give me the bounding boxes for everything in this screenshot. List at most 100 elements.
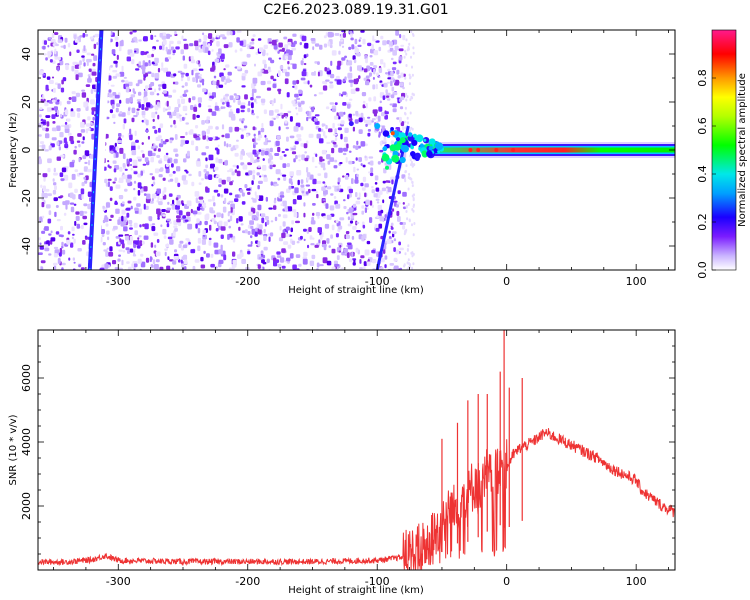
noise-speckle (140, 65, 145, 70)
noise-speckle (196, 206, 201, 211)
noise-speckle (148, 84, 152, 89)
noise-speckle (171, 205, 176, 210)
noise-speckle (388, 45, 391, 48)
noise-speckle (279, 195, 285, 198)
noise-speckle (145, 85, 149, 92)
noise-speckle (169, 221, 172, 224)
noise-speckle (110, 99, 115, 105)
noise-speckle (300, 126, 304, 131)
noise-speckle (392, 231, 397, 234)
noise-speckle (40, 260, 46, 264)
noise-speckle (303, 228, 307, 232)
noise-speckle (136, 108, 140, 111)
noise-speckle (409, 111, 412, 115)
noise-speckle (270, 161, 274, 166)
noise-speckle (315, 190, 318, 194)
noise-speckle (89, 36, 94, 40)
noise-speckle (329, 44, 333, 49)
noise-speckle (170, 124, 173, 128)
noise-speckle (158, 143, 164, 148)
noise-speckle (331, 248, 336, 254)
noise-speckle (57, 66, 60, 72)
noise-speckle (300, 77, 306, 81)
noise-speckle (178, 210, 183, 216)
noise-speckle (187, 76, 190, 82)
noise-speckle (269, 120, 274, 127)
noise-speckle (371, 189, 375, 194)
noise-speckle (284, 44, 289, 50)
noise-speckle (69, 202, 75, 205)
noise-speckle (162, 44, 165, 51)
noise-speckle (289, 253, 294, 259)
noise-speckle (286, 163, 290, 168)
noise-speckle (138, 91, 142, 96)
noise-speckle (137, 182, 142, 189)
noise-speckle (63, 174, 69, 181)
noise-speckle (291, 100, 296, 104)
noise-speckle (143, 36, 148, 42)
noise-speckle (342, 91, 347, 96)
noise-speckle (186, 211, 191, 217)
noise-speckle (353, 59, 357, 64)
noise-speckle (160, 167, 164, 172)
noise-speckle (256, 115, 259, 119)
noise-speckle (297, 179, 300, 186)
noise-speckle (285, 233, 290, 238)
noise-speckle (292, 199, 297, 205)
noise-speckle (265, 216, 269, 221)
noise-speckle (174, 177, 179, 184)
noise-speckle (296, 170, 302, 176)
noise-speckle (314, 244, 319, 248)
noise-speckle (279, 65, 284, 70)
noise-speckle (47, 218, 52, 224)
noise-speckle (136, 245, 141, 249)
noise-speckle (199, 199, 204, 204)
noise-speckle (383, 82, 388, 88)
colorbar-gradient (712, 30, 736, 270)
noise-speckle (115, 208, 120, 214)
noise-speckle (55, 231, 60, 235)
noise-speckle (119, 238, 122, 243)
signal-onset-blob (399, 137, 406, 144)
colorbar-tick-label: 0.8 (696, 69, 709, 87)
noise-speckle (219, 53, 225, 60)
noise-speckle (205, 164, 209, 169)
figure-title: C2E6.2023.089.19.31.G01 (263, 2, 448, 18)
noise-speckle (52, 178, 55, 182)
noise-speckle (278, 57, 282, 60)
noise-speckle (88, 68, 92, 72)
noise-speckle (111, 103, 115, 109)
noise-speckle (379, 267, 384, 270)
noise-speckle (252, 169, 256, 174)
noise-speckle (73, 149, 77, 155)
noise-speckle (41, 201, 45, 208)
noise-speckle (184, 141, 189, 144)
noise-speckle (147, 71, 152, 74)
noise-speckle (168, 43, 171, 50)
noise-speckle (102, 242, 106, 246)
noise-speckle (403, 55, 406, 59)
noise-speckle (99, 267, 105, 270)
noise-speckle (115, 41, 119, 47)
noise-speckle (63, 44, 66, 50)
noise-speckle (141, 119, 145, 123)
noise-speckle (151, 48, 155, 52)
noise-speckle (355, 157, 358, 161)
noise-speckle (121, 65, 124, 72)
noise-speckle (89, 58, 92, 63)
noise-speckle (192, 77, 196, 83)
noise-speckle (308, 227, 312, 232)
noise-speckle (241, 201, 246, 205)
noise-speckle (365, 199, 370, 206)
noise-speckle (91, 71, 97, 76)
noise-speckle (173, 158, 178, 164)
noise-speckle (250, 157, 254, 163)
noise-speckle (223, 254, 227, 261)
noise-speckle (350, 88, 356, 94)
noise-speckle (129, 248, 134, 253)
noise-speckle (411, 181, 414, 184)
noise-speckle (74, 188, 78, 193)
noise-speckle (407, 187, 410, 191)
noise-speckle (253, 142, 258, 145)
noise-speckle (298, 107, 303, 112)
